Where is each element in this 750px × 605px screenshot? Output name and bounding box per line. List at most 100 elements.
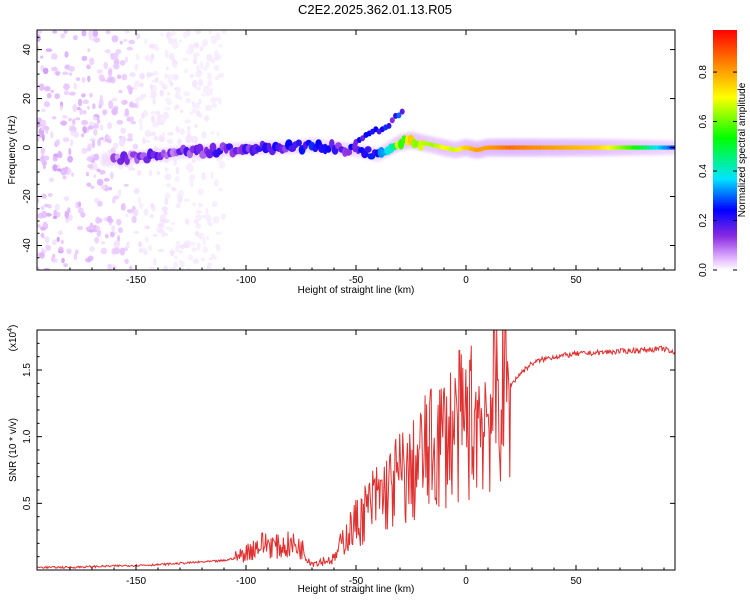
noise-speckle (89, 92, 93, 98)
colorbar-gradient (713, 30, 737, 270)
noise-speckle (184, 198, 190, 202)
x-tick-label: -100 (236, 275, 256, 286)
noise-speckle (164, 166, 169, 173)
snr-chart: -150 -100 -50 0 50 0.5 1.0 1.5 Height of straig… (7, 325, 676, 595)
noise-speckle (44, 85, 51, 92)
noise-speckle (131, 215, 137, 224)
spectrogram-ylabel: Frequency (Hz) (7, 116, 18, 185)
noise-speckle (37, 136, 40, 142)
noise-speckle (215, 156, 223, 162)
noise-speckle (42, 164, 46, 170)
noise-speckle (193, 219, 199, 224)
noise-speckle (57, 150, 62, 159)
noise-speckle (87, 143, 92, 151)
noise-speckle (150, 202, 154, 209)
noise-speckle (173, 159, 177, 166)
noise-speckle (97, 119, 101, 124)
noise-speckle (124, 108, 129, 116)
noise-speckle (169, 227, 174, 232)
noise-speckle (191, 79, 198, 88)
noise-speckle (52, 216, 58, 219)
noise-speckle (93, 37, 101, 43)
noise-speckle (150, 111, 157, 115)
noise-speckle (206, 53, 213, 62)
noise-speckle (130, 116, 135, 124)
noise-speckle (94, 236, 100, 244)
colorbar-ticks: 0.0 0.2 0.4 0.6 0.8 (698, 65, 737, 277)
noise-speckle (149, 84, 154, 90)
noise-speckle (126, 138, 133, 142)
noise-speckle (96, 229, 102, 238)
noise-speckle (116, 119, 124, 125)
noise-speckle (170, 31, 176, 36)
noise-speckle (165, 226, 171, 230)
noise-speckle (92, 30, 99, 38)
noise-speckle (43, 101, 51, 108)
noise-speckle (45, 48, 53, 52)
noise-speckle (175, 126, 180, 133)
ridge-cell (209, 142, 217, 152)
branch-cell (396, 112, 402, 119)
noise-speckle (41, 210, 47, 219)
noise-speckle (184, 218, 190, 225)
noise-speckle (97, 200, 103, 207)
noise-speckle (158, 121, 165, 126)
noise-speckle (135, 53, 140, 61)
noise-speckle (178, 129, 186, 134)
noise-speckle (54, 93, 61, 100)
noise-speckle (164, 107, 171, 111)
noise-speckle (215, 218, 219, 224)
noise-speckle (54, 203, 60, 211)
noise-speckle (189, 181, 194, 188)
noise-speckle (207, 72, 212, 80)
noise-speckle (159, 219, 167, 223)
noise-speckle (121, 73, 128, 81)
noise-speckle (182, 57, 189, 62)
noise-speckle (171, 186, 175, 190)
noise-speckle (210, 36, 218, 45)
noise-speckle (195, 223, 202, 229)
noise-speckle (72, 118, 76, 126)
noise-speckle (161, 206, 168, 213)
noise-speckle (127, 163, 133, 171)
noise-speckle (186, 267, 191, 270)
noise-speckle (123, 183, 129, 187)
noise-speckle (88, 229, 94, 233)
noise-speckle (129, 265, 133, 270)
spectrogram-chart: -150 -100 -50 0 50 -40 -20 0 20 40 Height of stra… (7, 29, 676, 296)
noise-speckle (218, 97, 222, 105)
noise-speckle (153, 135, 159, 142)
noise-speckle (165, 66, 169, 71)
noise-speckle (122, 100, 126, 106)
noise-speckle (60, 120, 68, 126)
y-tick-label: 20 (22, 93, 33, 105)
noise-speckle (81, 55, 88, 62)
noise-speckle (128, 39, 136, 45)
noise-speckle (73, 82, 77, 90)
noise-speckle (202, 237, 206, 246)
noise-speckle (63, 90, 70, 96)
noise-speckle (126, 241, 130, 246)
noise-speckle (70, 130, 75, 136)
noise-speckle (137, 241, 143, 248)
noise-speckle (77, 225, 83, 231)
x-tick-label: -100 (236, 576, 256, 587)
noise-speckle (144, 236, 150, 243)
noise-speckle (157, 249, 165, 253)
noise-speckle (203, 66, 208, 71)
noise-speckle (164, 49, 169, 58)
noise-speckle (63, 196, 70, 202)
noise-speckle (112, 63, 120, 70)
colorbar: 0.0 0.2 0.4 0.6 0.8 Normalized spectral ampl… (698, 30, 748, 277)
noise-speckle (195, 30, 202, 35)
noise-speckle (217, 72, 225, 78)
noise-speckle (67, 207, 71, 214)
noise-speckle (68, 117, 72, 122)
noise-speckle (52, 156, 58, 162)
noise-speckle (89, 222, 94, 228)
noise-speckle (50, 89, 54, 93)
noise-speckle (113, 240, 121, 248)
noise-speckle (126, 84, 132, 90)
noise-speckle (164, 192, 171, 200)
noise-speckle (210, 171, 214, 180)
